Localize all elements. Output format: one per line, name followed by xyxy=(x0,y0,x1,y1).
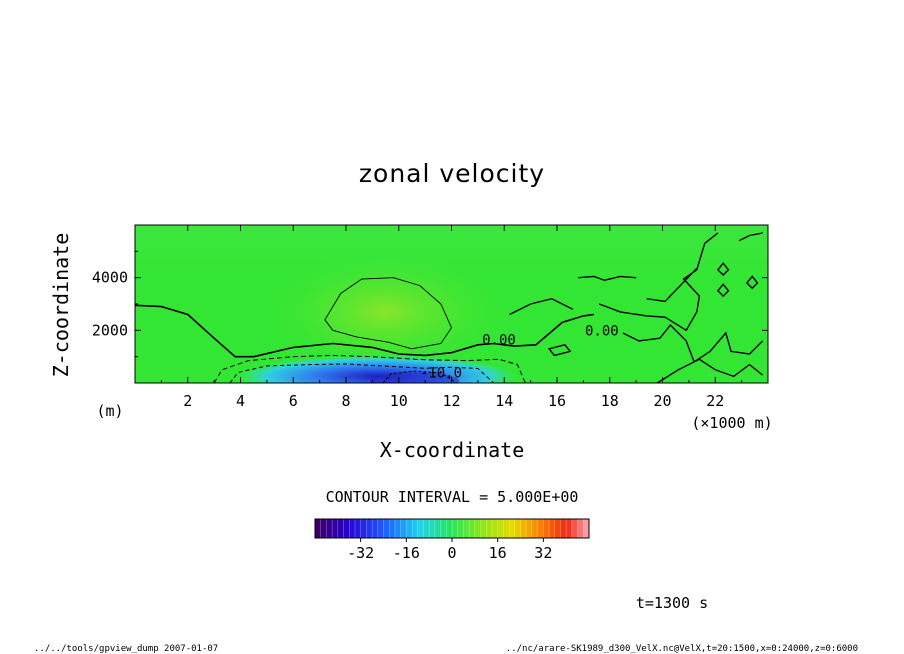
colorbar-cell xyxy=(406,519,413,538)
colorbar-cell xyxy=(457,519,464,538)
contour-label: 0.00 xyxy=(482,333,516,349)
colorbar-cell xyxy=(417,519,424,538)
colorbar-tick-label: -16 xyxy=(393,544,420,562)
colorbar-cell xyxy=(366,519,373,538)
colorbar-cell xyxy=(394,519,401,538)
colorbar-cell xyxy=(514,519,521,538)
positive-contour xyxy=(324,277,453,350)
y-tick-label: 4000 xyxy=(92,269,128,287)
colorbar-cell xyxy=(349,519,356,538)
colorbar-cell xyxy=(320,519,327,538)
colorbar-cell xyxy=(520,519,527,538)
colorbar-cell xyxy=(480,519,487,538)
colorbar-cell xyxy=(486,519,493,538)
x-tick-label: 8 xyxy=(341,392,350,410)
colorbar-cell xyxy=(503,519,510,538)
colorbar-tick-label: -32 xyxy=(347,544,374,562)
colorbar-cell xyxy=(412,519,419,538)
colorbar-cell xyxy=(549,519,556,538)
colorbar-cell xyxy=(537,519,544,538)
colorbar-cell xyxy=(377,519,384,538)
negative-contour-inner xyxy=(229,363,495,383)
x-tick-label: 10 xyxy=(390,392,408,410)
footer-left: ../../tools/gpview_dump 2007-01-07 xyxy=(34,644,218,654)
contour-label: 0.00 xyxy=(585,323,619,339)
colorbar xyxy=(314,518,590,539)
x-tick-label: 4 xyxy=(236,392,245,410)
colorbar-cell xyxy=(343,519,350,538)
colorbar-cell xyxy=(326,519,333,538)
colorbar-tick-label: 0 xyxy=(447,544,456,562)
negative-contour-outer xyxy=(213,354,526,383)
colorbar-cell xyxy=(337,519,344,538)
colorbar-cell xyxy=(429,519,436,538)
colorbar-cell xyxy=(531,519,538,538)
negative-velocity-core xyxy=(369,372,460,383)
colorbar-cell xyxy=(383,519,390,538)
turbulent-contours-right xyxy=(509,232,764,383)
colorbar-tick-label: 32 xyxy=(534,544,552,562)
colorbar-cell xyxy=(446,519,453,538)
y-unit-label: (m) xyxy=(96,402,123,420)
colorbar-cell xyxy=(571,519,578,538)
colorbar-cell xyxy=(463,519,470,538)
x-tick-label: 22 xyxy=(706,392,724,410)
contour-interval-label: CONTOUR INTERVAL = 5.000E+00 xyxy=(326,488,579,506)
footer-right: ../nc/arare-SK1989_d300_VelX.nc@VelX,t=2… xyxy=(506,644,858,654)
colorbar-cell xyxy=(474,519,481,538)
colorbar-cell xyxy=(577,519,584,538)
plot-area: 0.00 0.00 -10.0 xyxy=(135,225,768,383)
colorbar-cell xyxy=(354,519,361,538)
colorbar-cell xyxy=(554,519,561,538)
colorbar-cell xyxy=(315,519,322,538)
x-unit-label: (×1000 m) xyxy=(691,414,772,432)
colorbar-cell xyxy=(332,519,339,538)
colorbar-cell xyxy=(389,519,396,538)
x-tick-label: 16 xyxy=(548,392,566,410)
x-tick-label: 18 xyxy=(601,392,619,410)
x-tick-label: 14 xyxy=(495,392,513,410)
x-tick-label: 12 xyxy=(442,392,460,410)
y-tick-label: 2000 xyxy=(92,321,128,339)
colorbar-cell xyxy=(560,519,567,538)
colorbar-cell xyxy=(360,519,367,538)
colorbar-cell xyxy=(526,519,533,538)
negative-contour-core xyxy=(382,370,458,383)
x-tick-label: 20 xyxy=(653,392,671,410)
colorbar-cell xyxy=(452,519,459,538)
colorbar-cell xyxy=(469,519,476,538)
positive-velocity-region xyxy=(266,253,505,370)
chart-title: zonal velocity xyxy=(359,159,545,188)
colorbar-tick-label: 16 xyxy=(489,544,507,562)
colorbar-cell xyxy=(509,519,516,538)
x-tick-label: 2 xyxy=(183,392,192,410)
colorbar-cell xyxy=(372,519,379,538)
x-axis-label: X-coordinate xyxy=(380,438,525,462)
colorbar-cell xyxy=(434,519,441,538)
colorbar-cell xyxy=(400,519,407,538)
contour-label: -10.0 xyxy=(420,365,462,381)
x-tick-label: 6 xyxy=(289,392,298,410)
colorbar-cell xyxy=(423,519,430,538)
y-axis-label: Z-coordinate xyxy=(49,233,73,378)
colorbar-cell xyxy=(543,519,550,538)
time-label: t=1300 s xyxy=(636,594,708,612)
colorbar-cell xyxy=(491,519,498,538)
colorbar-cell xyxy=(583,519,590,538)
colorbar-cell xyxy=(497,519,504,538)
colorbar-cell xyxy=(440,519,447,538)
zero-contour xyxy=(135,304,595,358)
colorbar-cell xyxy=(566,519,573,538)
